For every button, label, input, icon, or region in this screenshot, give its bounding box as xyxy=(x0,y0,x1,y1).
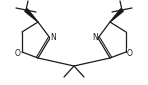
Polygon shape xyxy=(110,9,123,22)
Text: O: O xyxy=(15,49,21,57)
Text: N: N xyxy=(92,33,98,42)
Polygon shape xyxy=(25,9,38,22)
Text: N: N xyxy=(50,33,56,42)
Text: O: O xyxy=(127,49,133,57)
